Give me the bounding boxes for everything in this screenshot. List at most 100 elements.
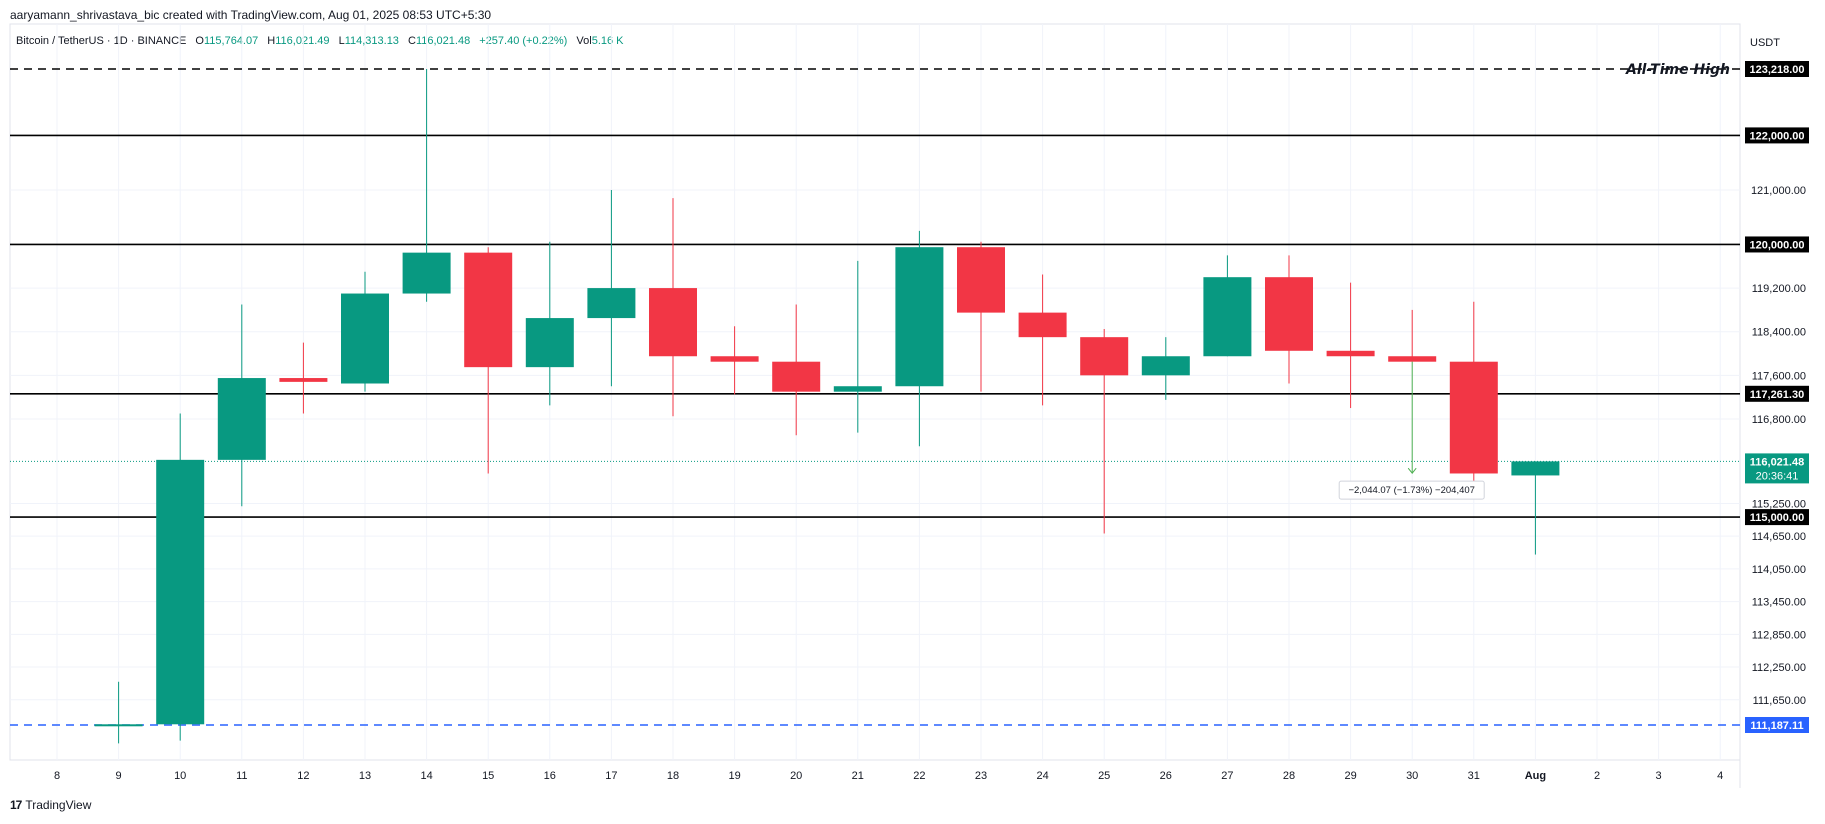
- time-tick-label: 22: [913, 770, 925, 782]
- candle-body: [1141, 356, 1190, 376]
- time-tick-label: 9: [116, 770, 122, 782]
- time-tick-label: 31: [1468, 770, 1480, 782]
- time-tick-label: 17: [605, 770, 617, 782]
- price-tick-label: 114,050.00: [1752, 564, 1806, 576]
- grid-layer: [9, 23, 1741, 788]
- level-price-label: 120,000.00: [1749, 239, 1804, 251]
- time-tick-label: 14: [420, 770, 432, 782]
- candle-body: [710, 356, 759, 362]
- candle-body: [1080, 337, 1129, 376]
- time-tick-label: 8: [54, 770, 60, 782]
- candle-body: [341, 293, 389, 384]
- currency-label: USDT: [1750, 37, 1780, 49]
- time-tick-label: 3: [1656, 770, 1662, 782]
- candle-body: [279, 378, 328, 382]
- candle-body: [957, 247, 1005, 313]
- level-price-tag: [1745, 236, 1809, 253]
- time-tick-label: 26: [1160, 770, 1172, 782]
- time-tick-label: 11: [236, 770, 247, 782]
- level-price-tag: [1745, 61, 1809, 77]
- time-axis[interactable]: 8 9 10 11 12 13 14 15 16 17 18 19 20 21 22 23 24 25 26 27 28…: [54, 770, 1723, 782]
- open-value: 115,764.07: [203, 35, 259, 47]
- time-tick-label: 28: [1283, 770, 1295, 782]
- candles: [94, 69, 1560, 744]
- time-tick-label: 13: [359, 770, 371, 782]
- measure-label: −2,044.07 (−1.73%) −204,407: [1348, 485, 1475, 496]
- time-tick-label: 12: [297, 770, 309, 782]
- chart-credit: aaryamann_shrivastava_bic created with T…: [10, 8, 492, 22]
- countdown-label: 20:36:41: [1756, 470, 1799, 482]
- price-tick-label: 114,650.00: [1752, 531, 1806, 543]
- time-tick-label: 19: [728, 770, 740, 782]
- time-tick-label: 16: [544, 770, 556, 782]
- current-price-tag: [1745, 453, 1809, 484]
- close-key: C: [408, 35, 416, 47]
- current-price-label: 116,021.48: [1750, 456, 1804, 468]
- time-tick-label: Aug: [1525, 770, 1546, 782]
- price-tick-label: 115,250.00: [1752, 498, 1806, 510]
- time-tick-label: 23: [975, 770, 987, 782]
- measure-arrowhead: [1407, 467, 1417, 474]
- level-price-label: 122,000.00: [1749, 130, 1804, 142]
- all-time-high-annotation: All-Time High: [1625, 62, 1730, 78]
- candle-body: [1511, 461, 1560, 476]
- candle-body: [156, 459, 205, 725]
- time-tick-label: 27: [1221, 770, 1233, 782]
- low-value: 114,313.13: [344, 35, 399, 47]
- price-tick-label: 117,600.00: [1752, 370, 1806, 382]
- measure-tool: −2,044.07 (−1.73%) −204,407: [1338, 361, 1485, 500]
- level-price-tag: [1745, 385, 1809, 402]
- volume-key: Vol: [576, 35, 592, 47]
- tradingview-logo[interactable]: 17 TradingView: [10, 798, 91, 812]
- price-axis[interactable]: 121,000.00 119,200.00 118,400.00 117,600.00…: [1745, 37, 1809, 733]
- open-key: O: [195, 35, 204, 47]
- time-tick-label: 2: [1594, 770, 1600, 782]
- price-tick-label: 112,250.00: [1752, 662, 1806, 674]
- high-key: H: [267, 35, 276, 47]
- candle-body: [772, 361, 821, 392]
- low-key: L: [338, 35, 345, 47]
- time-tick-label: 20: [790, 770, 802, 782]
- price-tick-label: 116,800.00: [1752, 414, 1806, 426]
- candle-body: [1203, 277, 1252, 357]
- tradingview-logo-text: TradingView: [25, 798, 92, 812]
- time-tick-label: 15: [482, 770, 494, 782]
- candle-body: [587, 288, 636, 319]
- price-tick-label: 111,650.00: [1753, 695, 1806, 707]
- time-tick-label: 24: [1036, 770, 1048, 782]
- candle-body: [1018, 312, 1067, 338]
- level-price-label: 111,187.11: [1750, 720, 1803, 732]
- tradingview-logo-icon: 17: [10, 798, 22, 812]
- time-tick-label: 4: [1717, 770, 1723, 782]
- level-price-label: 115,000.00: [1750, 512, 1804, 524]
- price-tick-label: 118,400.00: [1752, 327, 1806, 339]
- measure-label-box: [1338, 480, 1485, 500]
- level-price-tag: [1745, 717, 1809, 733]
- candle-body: [833, 386, 882, 392]
- close-value: 116,021.48: [415, 35, 471, 47]
- candle-body: [1326, 350, 1375, 357]
- level-price-tag: [1745, 509, 1809, 526]
- price-tick-label: 112,850.00: [1752, 629, 1806, 641]
- candle-body: [217, 378, 266, 460]
- candle-body: [402, 252, 451, 294]
- candle-body: [649, 288, 697, 357]
- price-tick-label: 121,000.00: [1751, 185, 1806, 197]
- candle-body: [895, 247, 944, 387]
- level-price-tag: [1745, 127, 1809, 144]
- candle-body: [94, 724, 143, 727]
- candle-body: [1265, 277, 1313, 351]
- high-value: 116,021.49: [275, 35, 330, 47]
- time-tick-label: 30: [1406, 770, 1418, 782]
- time-tick-label: 29: [1344, 770, 1356, 782]
- time-tick-label: 25: [1098, 770, 1110, 782]
- level-price-label: 117,261.30: [1750, 389, 1804, 401]
- ohlc-legend: Bitcoin / TetherUS · 1D · BINANCE O115,7…: [16, 35, 624, 47]
- price-tick-label: 119,200.00: [1752, 283, 1806, 295]
- time-tick-label: 10: [174, 770, 186, 782]
- candle-body: [1388, 356, 1437, 362]
- time-tick-label: 18: [667, 770, 679, 782]
- price-tick-label: 113,450.00: [1752, 597, 1806, 609]
- volume-value: 5.16 K: [591, 35, 624, 47]
